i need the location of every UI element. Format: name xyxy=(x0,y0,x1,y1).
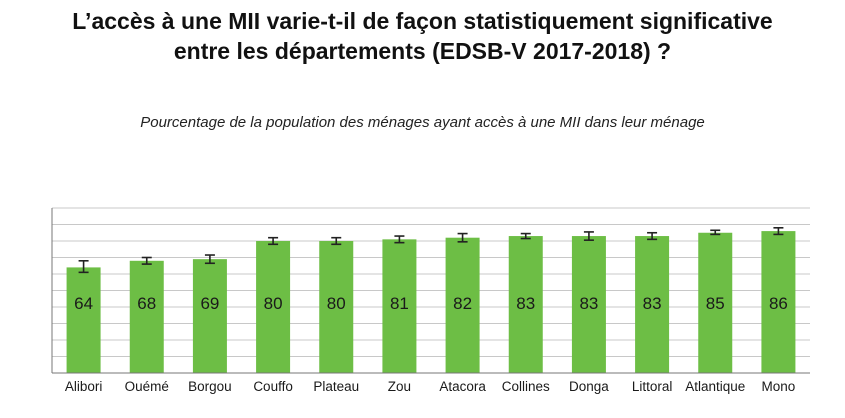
data-label: 81 xyxy=(390,294,409,313)
data-label: 83 xyxy=(643,294,662,313)
chart-subtitle: Pourcentage de la population des ménages… xyxy=(140,114,705,131)
bar-Atacora xyxy=(445,237,480,373)
category-label: Atlantique xyxy=(685,379,745,394)
bar-Plateau xyxy=(319,241,354,373)
bar-Littoral xyxy=(635,236,670,373)
data-label: 68 xyxy=(137,294,156,313)
data-label: 83 xyxy=(579,294,598,313)
bar-Couffo xyxy=(256,241,291,373)
bar-Mono xyxy=(761,231,796,373)
chart-title-line-1: L’accès à une MII varie-t-il de façon st… xyxy=(72,8,773,34)
category-label: Borgou xyxy=(188,379,232,394)
category-label: Collines xyxy=(502,379,550,394)
bar-Zou xyxy=(382,239,417,373)
category-label: Zou xyxy=(388,379,411,394)
category-label: Donga xyxy=(569,379,609,394)
category-label: Ouémé xyxy=(125,379,169,394)
chart-title: L’accès à une MII varie-t-il de façon st… xyxy=(0,6,845,66)
category-label: Couffo xyxy=(253,379,293,394)
category-label: Plateau xyxy=(313,379,359,394)
data-label: 80 xyxy=(327,294,346,313)
bar-Collines xyxy=(508,236,543,373)
category-label: Mono xyxy=(762,379,796,394)
chart-title-line-2: entre les départements (EDSB-V 2017-2018… xyxy=(173,38,672,64)
data-label: 85 xyxy=(706,294,725,313)
bar-Ouémé xyxy=(129,260,164,373)
bar-Borgou xyxy=(192,259,227,373)
data-label: 64 xyxy=(74,294,93,313)
bar-Atlantique xyxy=(698,232,733,373)
data-label: 80 xyxy=(264,294,283,313)
data-label: 86 xyxy=(769,294,788,313)
category-label: Atacora xyxy=(439,379,486,394)
category-label: Littoral xyxy=(632,379,673,394)
bar-Alibori xyxy=(66,267,101,373)
data-label: 82 xyxy=(453,294,472,313)
category-label: Alibori xyxy=(65,379,103,394)
data-label: 83 xyxy=(516,294,535,313)
bar-Donga xyxy=(571,236,606,373)
data-label: 69 xyxy=(200,294,219,313)
